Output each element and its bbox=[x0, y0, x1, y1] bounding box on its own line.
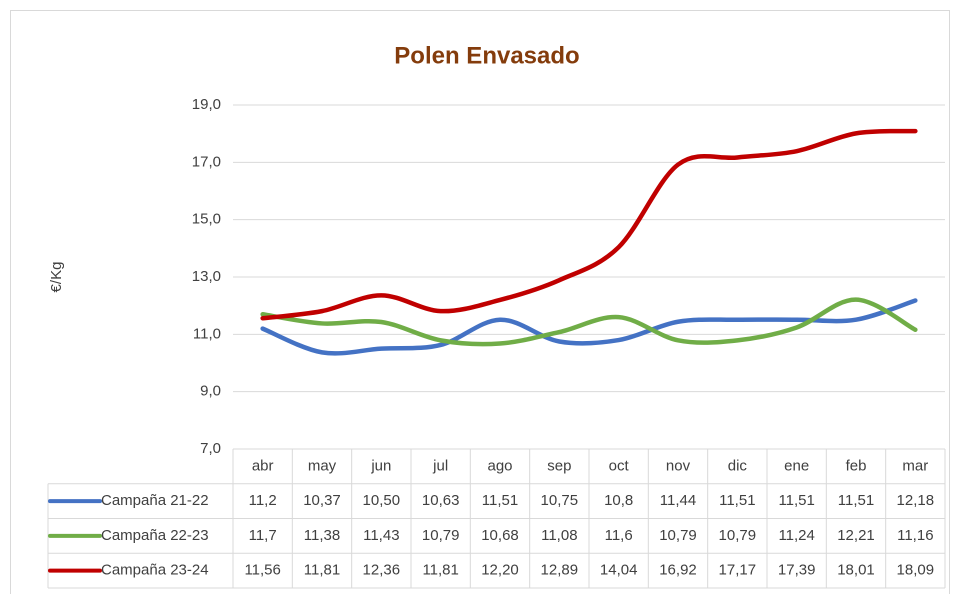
chart-border bbox=[10, 10, 950, 599]
y-tick-label: 11,0 bbox=[193, 325, 221, 342]
data-table-cell: 11,38 bbox=[304, 527, 340, 544]
data-table-cell: 17,39 bbox=[778, 562, 816, 579]
x-tick-label: feb bbox=[846, 457, 867, 474]
data-table-cell: 11,51 bbox=[482, 492, 518, 509]
data-table-cell: 17,17 bbox=[719, 562, 757, 579]
x-tick-label: ene bbox=[784, 457, 809, 474]
data-table-cell: 11,16 bbox=[897, 527, 933, 544]
y-tick-label: 13,0 bbox=[192, 268, 221, 285]
data-table-cell: 11,51 bbox=[778, 492, 814, 509]
series-line bbox=[260, 298, 918, 356]
data-table-cell: 11,6 bbox=[605, 527, 633, 544]
y-tick-label: 7,0 bbox=[200, 440, 221, 457]
data-table-cell: 11,51 bbox=[838, 492, 874, 509]
x-tick-label: dic bbox=[728, 457, 748, 474]
data-table-cell: 11,44 bbox=[660, 492, 696, 509]
data-table-cell: 12,36 bbox=[363, 562, 401, 579]
x-tick-label: sep bbox=[547, 457, 571, 474]
y-tick-label: 15,0 bbox=[192, 211, 221, 228]
x-tick-label: abr bbox=[252, 457, 274, 474]
x-tick-label: jun bbox=[370, 457, 391, 474]
y-tick-label: 17,0 bbox=[192, 153, 221, 170]
x-tick-label: jul bbox=[432, 457, 448, 474]
data-table-cell: 18,01 bbox=[837, 562, 875, 579]
data-table-cell: 11,51 bbox=[719, 492, 755, 509]
legend-label: Campaña 22-23 bbox=[101, 527, 209, 544]
data-table-cell: 11,81 bbox=[422, 562, 458, 579]
data-table-cell: 12,89 bbox=[541, 562, 579, 579]
data-table-cell: 11,7 bbox=[249, 527, 277, 544]
data-table-cell: 10,37 bbox=[303, 492, 341, 509]
data-table-cell: 11,08 bbox=[541, 527, 577, 544]
data-table-cell: 10,63 bbox=[422, 492, 460, 509]
y-axis-label: €/Kg bbox=[48, 262, 65, 293]
x-tick-label: oct bbox=[609, 457, 630, 474]
x-tick-label: ago bbox=[487, 457, 512, 474]
data-table-cell: 11,24 bbox=[778, 527, 814, 544]
data-table-cell: 12,21 bbox=[837, 527, 875, 544]
x-tick-label: nov bbox=[666, 457, 691, 474]
data-table-cell: 14,04 bbox=[600, 562, 638, 579]
y-tick-label: 9,0 bbox=[200, 383, 221, 400]
data-table-cell: 11,2 bbox=[249, 492, 277, 509]
data-table-cell: 11,43 bbox=[363, 527, 399, 544]
legend-label: Campaña 21-22 bbox=[101, 492, 209, 509]
data-table-cell: 10,79 bbox=[422, 527, 460, 544]
data-table-cell: 10,68 bbox=[481, 527, 519, 544]
x-tick-label: may bbox=[308, 457, 337, 474]
data-table-cell: 11,81 bbox=[304, 562, 340, 579]
data-table-cell: 10,79 bbox=[719, 527, 757, 544]
data-table-cell: 10,75 bbox=[541, 492, 579, 509]
data-table-cell: 18,09 bbox=[897, 562, 935, 579]
y-tick-label: 19,0 bbox=[192, 96, 221, 113]
series-line bbox=[260, 128, 918, 321]
x-tick-label: mar bbox=[902, 457, 928, 474]
series-line bbox=[260, 297, 918, 347]
data-table-cell: 12,20 bbox=[481, 562, 519, 579]
data-table-cell: 10,79 bbox=[659, 527, 697, 544]
chart-title: Polen Envasado bbox=[394, 42, 579, 69]
legend-label: Campaña 23-24 bbox=[101, 562, 209, 579]
data-table-cell: 12,18 bbox=[897, 492, 935, 509]
data-table-cell: 10,50 bbox=[363, 492, 401, 509]
data-table-cell: 11,56 bbox=[244, 562, 280, 579]
data-table-cell: 16,92 bbox=[659, 562, 697, 579]
data-table-cell: 10,8 bbox=[604, 492, 633, 509]
